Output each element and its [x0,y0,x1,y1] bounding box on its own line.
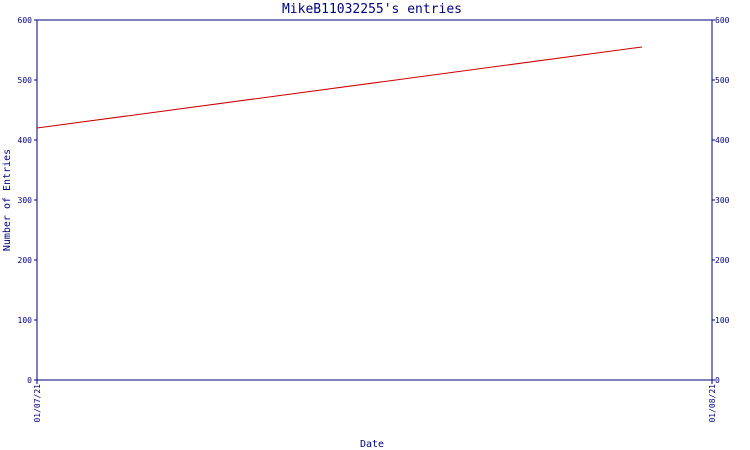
y-tick-label-right: 300 [715,196,730,205]
chart-title: MikeB11032255's entries [282,2,462,17]
y-tick-label-left: 600 [18,16,33,25]
x-axis-label: Date [360,439,384,450]
y-tick-label-right: 500 [715,76,730,85]
y-tick-label-left: 100 [18,316,33,325]
y-tick-label-left: 500 [18,76,33,85]
x-axis: 01/07/21 01/08/21 [33,380,717,423]
y-tick-label-left: 400 [18,136,33,145]
series-line [36,46,643,129]
y-axis-left: 0 100 200 300 400 500 600 [18,16,37,385]
y-tick-label-right: 200 [715,256,730,265]
x-tick-label: 01/08/21 [708,384,717,423]
y-tick-label-right: 0 [715,376,720,385]
y-tick-label-right: 600 [715,16,730,25]
series-layer [36,46,643,129]
y-tick-label-left: 0 [27,376,32,385]
y-tick-label-left: 200 [18,256,33,265]
y-tick-label-left: 300 [18,196,33,205]
y-axis-right: 0 100 200 300 400 500 600 [712,16,730,385]
y-axis-label: Number of Entries [2,149,13,251]
y-tick-label-right: 100 [715,316,730,325]
x-tick-label: 01/07/21 [33,384,42,423]
y-tick-label-right: 400 [715,136,730,145]
